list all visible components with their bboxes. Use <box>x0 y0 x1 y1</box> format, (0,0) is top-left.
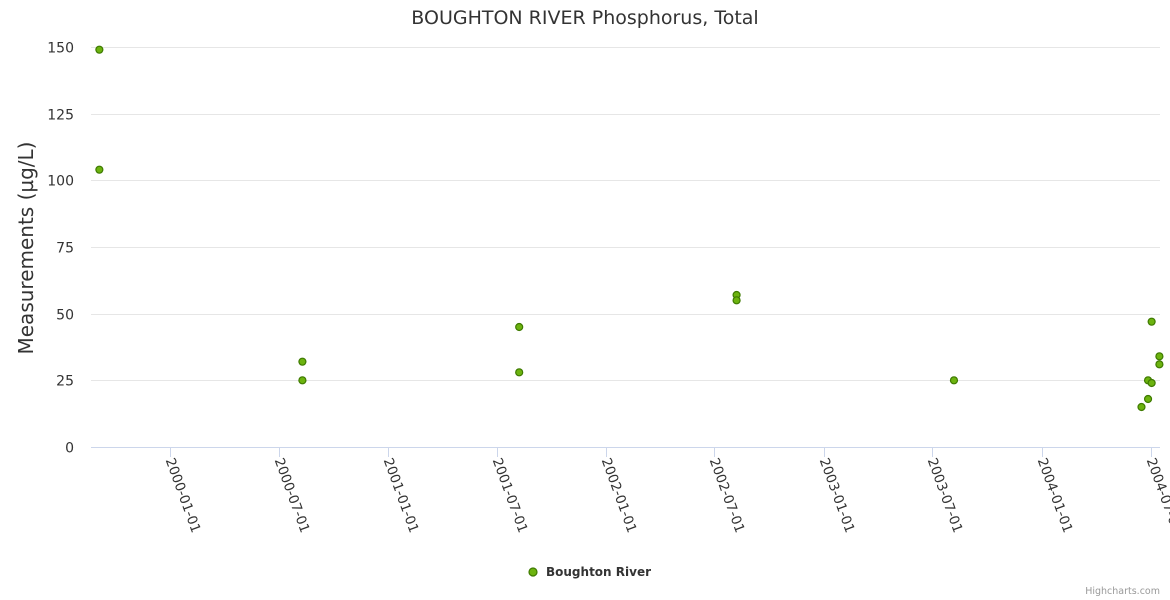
data-point[interactable] <box>515 368 524 377</box>
y-tick-label: 100 <box>47 174 74 190</box>
data-point[interactable] <box>1143 394 1153 404</box>
data-point[interactable] <box>515 322 524 332</box>
data-point[interactable] <box>1137 402 1146 412</box>
data-point[interactable] <box>732 296 741 305</box>
y-tick-label: 25 <box>56 374 74 390</box>
grid-lines <box>91 47 1160 381</box>
series-points <box>95 45 1164 412</box>
credits-link[interactable]: Highcharts.com <box>1085 586 1160 597</box>
data-point[interactable] <box>1155 360 1164 369</box>
data-point[interactable] <box>298 376 307 385</box>
y-tick-label: 0 <box>65 441 74 457</box>
data-point[interactable] <box>95 45 104 54</box>
data-point[interactable] <box>1155 352 1164 361</box>
y-tick-label: 50 <box>56 308 74 324</box>
y-tick-label: 125 <box>47 108 74 124</box>
legend-marker[interactable] <box>528 567 538 577</box>
y-tick-label: 150 <box>47 41 74 57</box>
legend-label[interactable]: Boughton River <box>546 565 651 579</box>
legend[interactable]: Boughton River <box>528 565 651 579</box>
data-point[interactable] <box>298 357 307 366</box>
data-point[interactable] <box>949 376 959 385</box>
y-tick-label: 75 <box>56 241 74 257</box>
data-point[interactable] <box>1147 317 1156 326</box>
data-point[interactable] <box>95 165 104 174</box>
chart-title: BOUGHTON RIVER Phosphorus, Total <box>411 7 758 29</box>
y-axis-label: Measurements (µg/L) <box>14 142 38 355</box>
y-axis-ticks: 0 25 50 75 100 125 150 <box>47 41 74 457</box>
data-point[interactable] <box>1147 378 1156 388</box>
